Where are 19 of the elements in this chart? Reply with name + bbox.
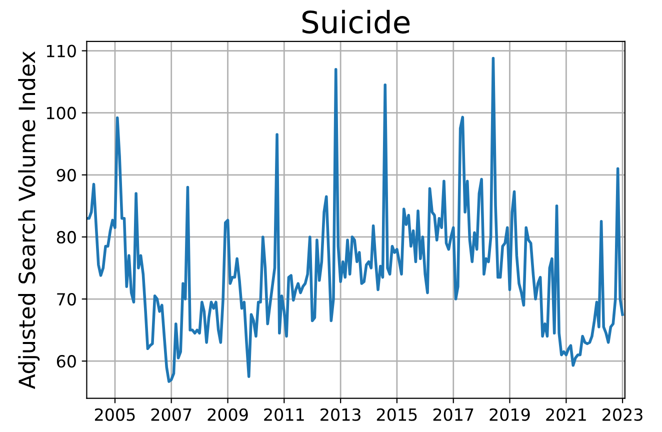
y-tick-label: 90	[56, 168, 76, 182]
y-tick-label: 80	[56, 230, 76, 244]
x-tick-label: 2009	[208, 408, 248, 421]
chart-title: Suicide	[302, 10, 410, 34]
x-tick-label: 2019	[490, 408, 530, 421]
x-tick-label: 2007	[151, 408, 192, 421]
y-tick-label: 110	[47, 44, 76, 58]
x-tick-label: 2005	[94, 408, 135, 421]
x-tick-label: 2011	[264, 408, 304, 421]
x-tick-label: 2015	[376, 408, 417, 421]
line-series	[86, 56, 624, 383]
x-tick-label: 2023	[602, 408, 642, 421]
y-axis-title: Adjusted Search Volume Index	[18, 51, 40, 390]
y-tick-label: 70	[57, 292, 76, 306]
x-tick-label: 2013	[320, 408, 360, 421]
x-tick-label: 2017	[433, 408, 474, 421]
y-tick-label: 60	[56, 355, 76, 368]
y-tick-label: 100	[47, 106, 76, 120]
x-tick-label: 2021	[546, 408, 586, 421]
